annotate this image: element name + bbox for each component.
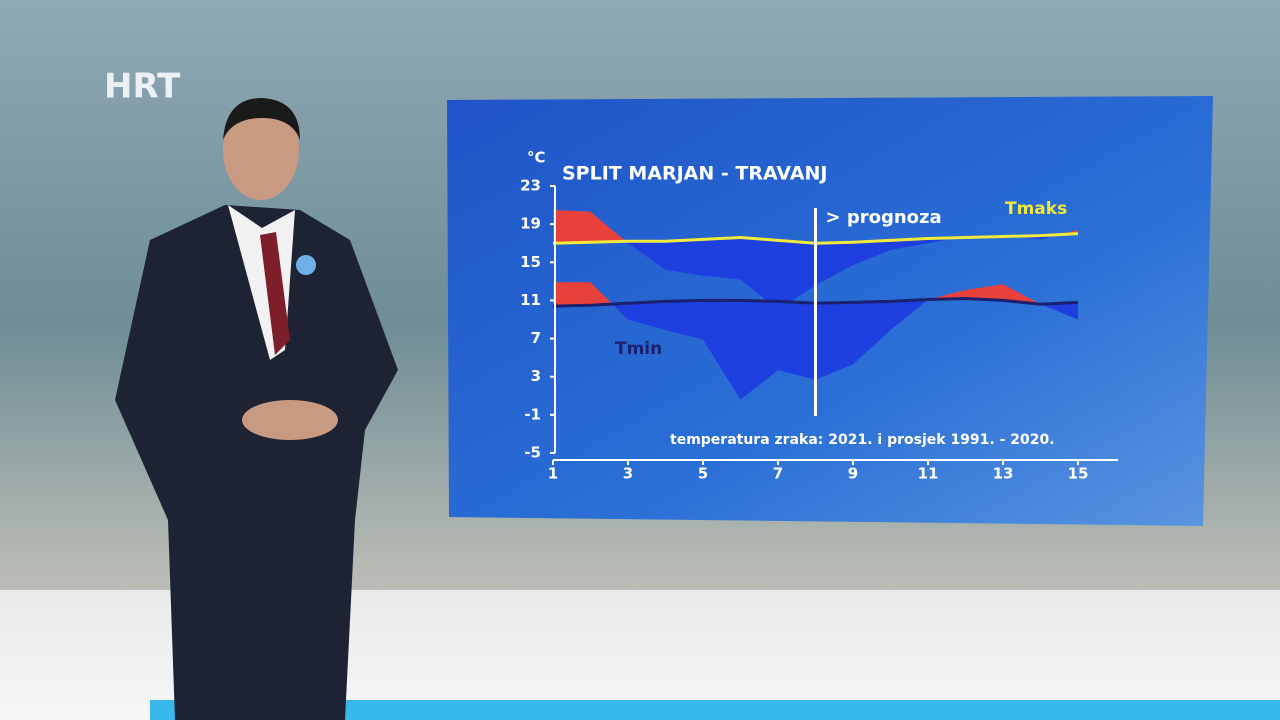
- presenter: [115, 98, 398, 720]
- y-tick-label: 11: [520, 291, 541, 309]
- caption: temperatura zraka: 2021. i prosjek 1991.…: [670, 432, 1055, 448]
- x-tick-label: 13: [993, 465, 1014, 483]
- y-tick-label: 7: [531, 329, 541, 347]
- y-tick-label: -5: [524, 444, 541, 462]
- x-tick-label: 5: [698, 465, 708, 483]
- x-tick-label: 9: [848, 465, 858, 483]
- y-tick-label: 19: [520, 215, 541, 233]
- x-tick-label: 3: [623, 465, 633, 483]
- y-tick-label: 3: [531, 367, 541, 385]
- y-tick-label: 23: [520, 177, 541, 195]
- x-tick-label: 15: [1068, 465, 1089, 483]
- x-tick-label: 7: [773, 465, 783, 483]
- floor-light: [150, 700, 1280, 720]
- series-label: Tmin: [615, 339, 662, 359]
- y-tick-label: 15: [520, 253, 541, 271]
- logo: HRT: [104, 67, 181, 107]
- x-tick-label: 1: [548, 465, 558, 483]
- y-unit: °C: [527, 149, 546, 167]
- y-tick-label: -1: [524, 405, 541, 423]
- forecast-label: > prognoza: [826, 207, 942, 228]
- series-label: Tmaks: [1005, 199, 1067, 219]
- chart-title: SPLIT MARJAN - TRAVANJ: [562, 163, 828, 185]
- x-tick-label: 11: [918, 465, 939, 483]
